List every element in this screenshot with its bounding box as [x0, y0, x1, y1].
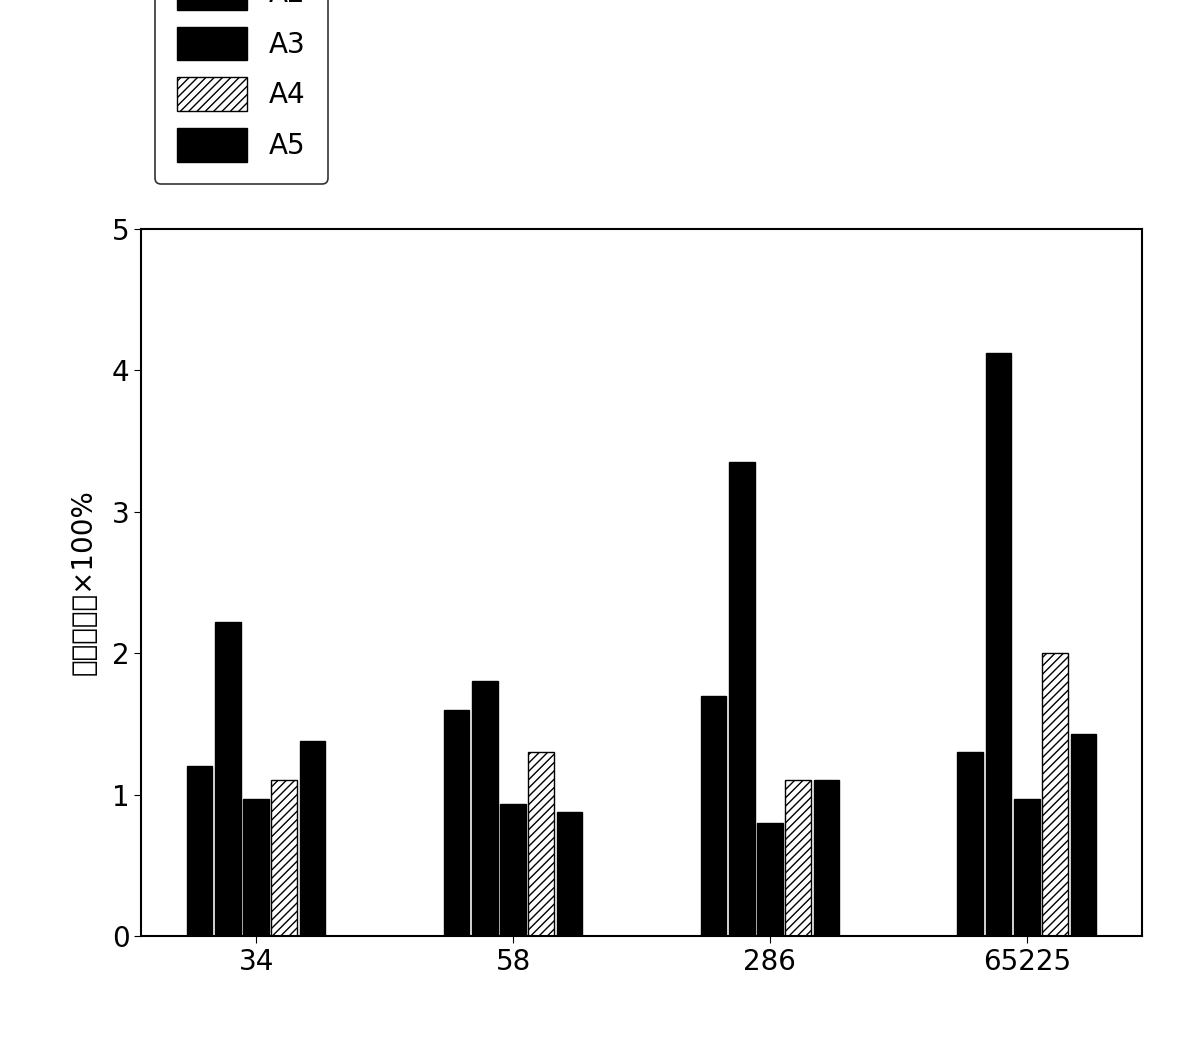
Legend: A1, A2, A3, A4, A5: A1, A2, A3, A4, A5 — [155, 0, 328, 184]
Bar — [557, 811, 583, 936]
Bar — [187, 766, 212, 936]
Bar — [1015, 799, 1039, 936]
Bar — [785, 780, 811, 936]
Bar — [986, 354, 1011, 936]
Bar — [244, 799, 268, 936]
Bar — [729, 462, 754, 936]
Bar — [1043, 653, 1068, 936]
Bar — [700, 696, 726, 936]
Bar — [528, 752, 554, 936]
Bar — [813, 780, 839, 936]
Bar — [444, 709, 470, 936]
Bar — [300, 740, 326, 936]
Bar — [215, 622, 240, 936]
Bar — [1071, 734, 1096, 936]
Bar — [472, 681, 498, 936]
Bar — [272, 780, 297, 936]
Bar — [757, 823, 783, 936]
Bar — [500, 805, 526, 936]
Bar — [957, 752, 983, 936]
Y-axis label: 芒芽分化率×100%: 芒芽分化率×100% — [69, 490, 98, 675]
